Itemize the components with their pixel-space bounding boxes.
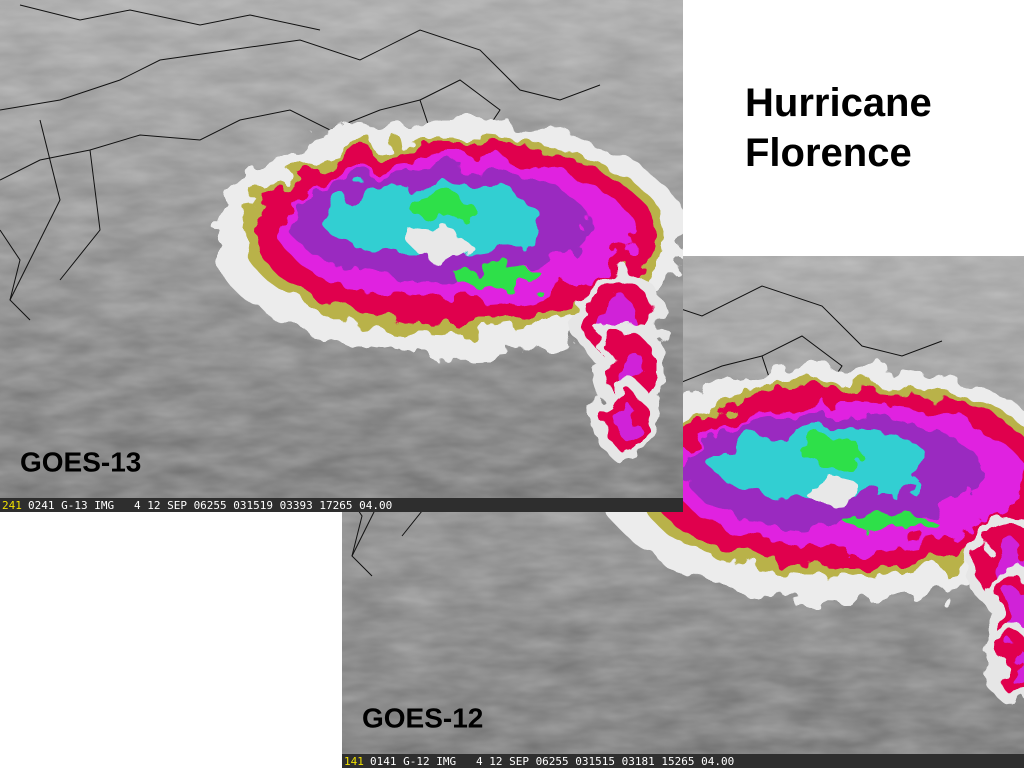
green-band <box>847 514 937 534</box>
green-band <box>455 268 545 288</box>
info-strip <box>342 754 1024 768</box>
strip-tag: 241 <box>2 499 22 512</box>
strip-tag: 141 <box>344 755 364 768</box>
hurricane-clouds <box>210 120 683 460</box>
title-line: Hurricane <box>745 81 932 125</box>
goes-12-image: GOES-12 141 0141 G-12 IMG 4 12 SEP 06255 0… <box>342 256 1024 768</box>
goes-13-image: GOES-13 241 0241 G-13 IMG 4 12 SEP 06255 0… <box>0 0 683 512</box>
eye-clear <box>804 476 860 504</box>
satellite-label: GOES-13 <box>20 446 141 477</box>
satellite-label: GOES-12 <box>362 702 483 733</box>
info-strip <box>0 498 683 512</box>
coastline <box>59 149 101 281</box>
cloud-band <box>408 193 472 219</box>
coastline <box>9 119 61 301</box>
strip-text: 0141 G-12 IMG 4 12 SEP 06255 031515 0318… <box>370 755 734 768</box>
coastlines <box>0 4 601 321</box>
eye-clear <box>412 230 468 258</box>
title-line: Florence <box>745 131 912 175</box>
coastline <box>0 229 31 321</box>
coastline <box>0 29 601 111</box>
slide-title: Hurricane Florence <box>745 78 932 178</box>
cloud-band <box>800 439 864 465</box>
coastline <box>19 4 321 31</box>
hurricane-clouds <box>602 366 1024 706</box>
tail-magenta <box>615 402 635 438</box>
strip-text: 0241 G-13 IMG 4 12 SEP 06255 031519 0339… <box>28 499 392 512</box>
tail-magenta <box>1007 648 1024 684</box>
coastline <box>0 99 421 181</box>
